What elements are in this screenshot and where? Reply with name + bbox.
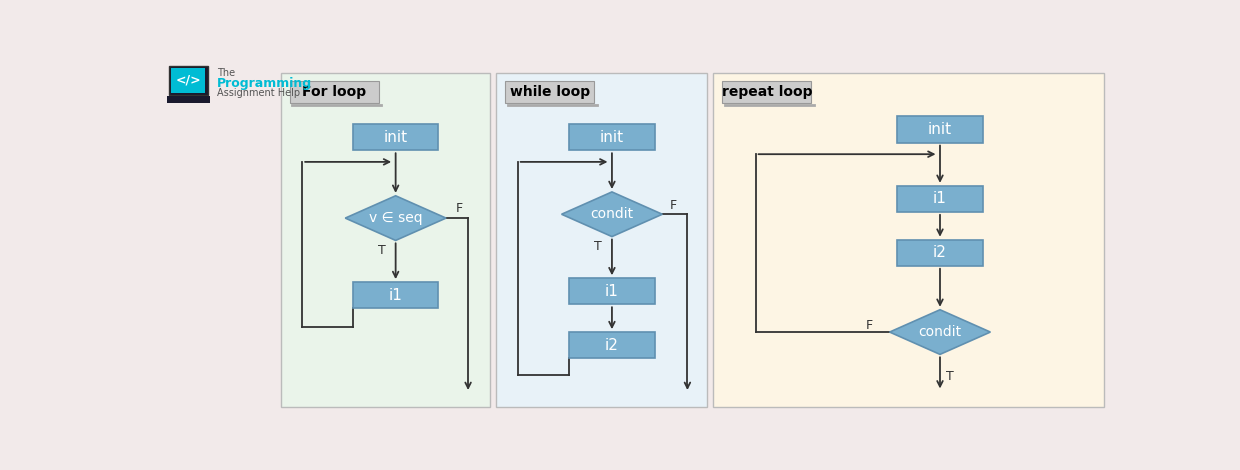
FancyBboxPatch shape	[171, 68, 206, 93]
FancyBboxPatch shape	[159, 60, 275, 106]
Polygon shape	[889, 310, 991, 354]
FancyBboxPatch shape	[722, 81, 811, 102]
Text: while loop: while loop	[510, 85, 590, 99]
FancyBboxPatch shape	[169, 66, 207, 95]
Text: F: F	[670, 198, 677, 212]
Text: The: The	[217, 68, 236, 78]
FancyBboxPatch shape	[353, 282, 438, 308]
Text: i1: i1	[388, 288, 403, 303]
Text: i2: i2	[932, 245, 947, 260]
FancyBboxPatch shape	[898, 240, 982, 266]
FancyBboxPatch shape	[569, 332, 655, 358]
FancyBboxPatch shape	[496, 73, 707, 407]
FancyBboxPatch shape	[569, 124, 655, 150]
Text: T: T	[594, 240, 601, 253]
FancyBboxPatch shape	[353, 124, 438, 150]
Text: v ∈ seq: v ∈ seq	[368, 211, 423, 225]
FancyBboxPatch shape	[713, 73, 1105, 407]
Text: For loop: For loop	[303, 85, 367, 99]
Polygon shape	[345, 196, 446, 241]
Text: </>: </>	[176, 74, 201, 87]
FancyBboxPatch shape	[166, 96, 210, 102]
Text: i1: i1	[932, 191, 947, 206]
FancyBboxPatch shape	[290, 81, 379, 102]
Text: init: init	[928, 122, 952, 137]
FancyBboxPatch shape	[898, 186, 982, 212]
FancyBboxPatch shape	[506, 81, 594, 102]
Text: F: F	[866, 320, 873, 332]
FancyBboxPatch shape	[280, 73, 490, 407]
Text: condit: condit	[919, 325, 961, 339]
Text: Programming: Programming	[217, 77, 312, 90]
Text: F: F	[455, 203, 463, 215]
Text: condit: condit	[590, 207, 634, 221]
Text: T: T	[378, 243, 386, 257]
FancyBboxPatch shape	[569, 278, 655, 305]
Text: Assignment Help: Assignment Help	[217, 88, 300, 98]
Text: i1: i1	[605, 284, 619, 299]
Text: i2: i2	[605, 337, 619, 352]
Text: T: T	[946, 370, 954, 383]
FancyBboxPatch shape	[898, 117, 982, 142]
Text: init: init	[600, 130, 624, 145]
Text: init: init	[383, 130, 408, 145]
Polygon shape	[562, 192, 662, 236]
Text: repeat loop: repeat loop	[722, 85, 812, 99]
